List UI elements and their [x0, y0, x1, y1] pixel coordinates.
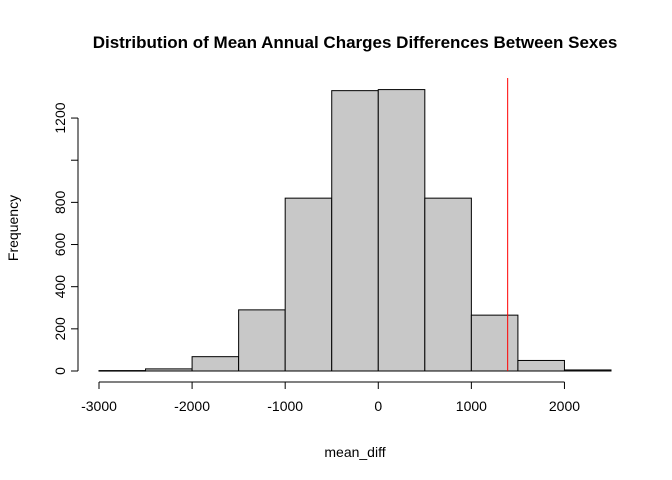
- histogram-bar: [424, 197, 472, 372]
- histogram-bar: [563, 369, 612, 372]
- x-tick-label: 0: [374, 398, 382, 414]
- histogram-bar: [377, 89, 426, 372]
- y-tick-label: 1200: [52, 102, 68, 133]
- x-tick-label: -3000: [81, 398, 117, 414]
- histogram-bar: [331, 90, 379, 372]
- y-tick-label: 800: [52, 190, 68, 214]
- histogram-bar: [470, 314, 519, 372]
- histogram-bar: [191, 356, 240, 372]
- x-axis: -3000 -2000 -1000 0 1000 2000: [81, 381, 580, 414]
- y-axis: 0 200 400 600 800 1200: [52, 102, 79, 375]
- chart-title: Distribution of Mean Annual Charges Diff…: [93, 33, 618, 52]
- bars-group: [98, 89, 612, 372]
- histogram-bar: [145, 368, 193, 372]
- y-tick-label: 0: [52, 367, 68, 375]
- y-tick-label: 400: [52, 275, 68, 299]
- x-axis-label: mean_diff: [324, 444, 385, 460]
- histogram-bar: [238, 309, 286, 372]
- histogram-bar: [284, 197, 333, 372]
- y-axis-label: Frequency: [5, 195, 21, 261]
- y-tick-label: 200: [52, 317, 68, 341]
- x-tick-label: 1000: [456, 398, 487, 414]
- x-tick-label: -2000: [174, 398, 210, 414]
- y-tick-label: 600: [52, 233, 68, 257]
- histogram-bar: [517, 359, 565, 372]
- x-tick-label: -1000: [267, 398, 303, 414]
- histogram-bar: [98, 370, 147, 372]
- x-tick-label: 2000: [549, 398, 580, 414]
